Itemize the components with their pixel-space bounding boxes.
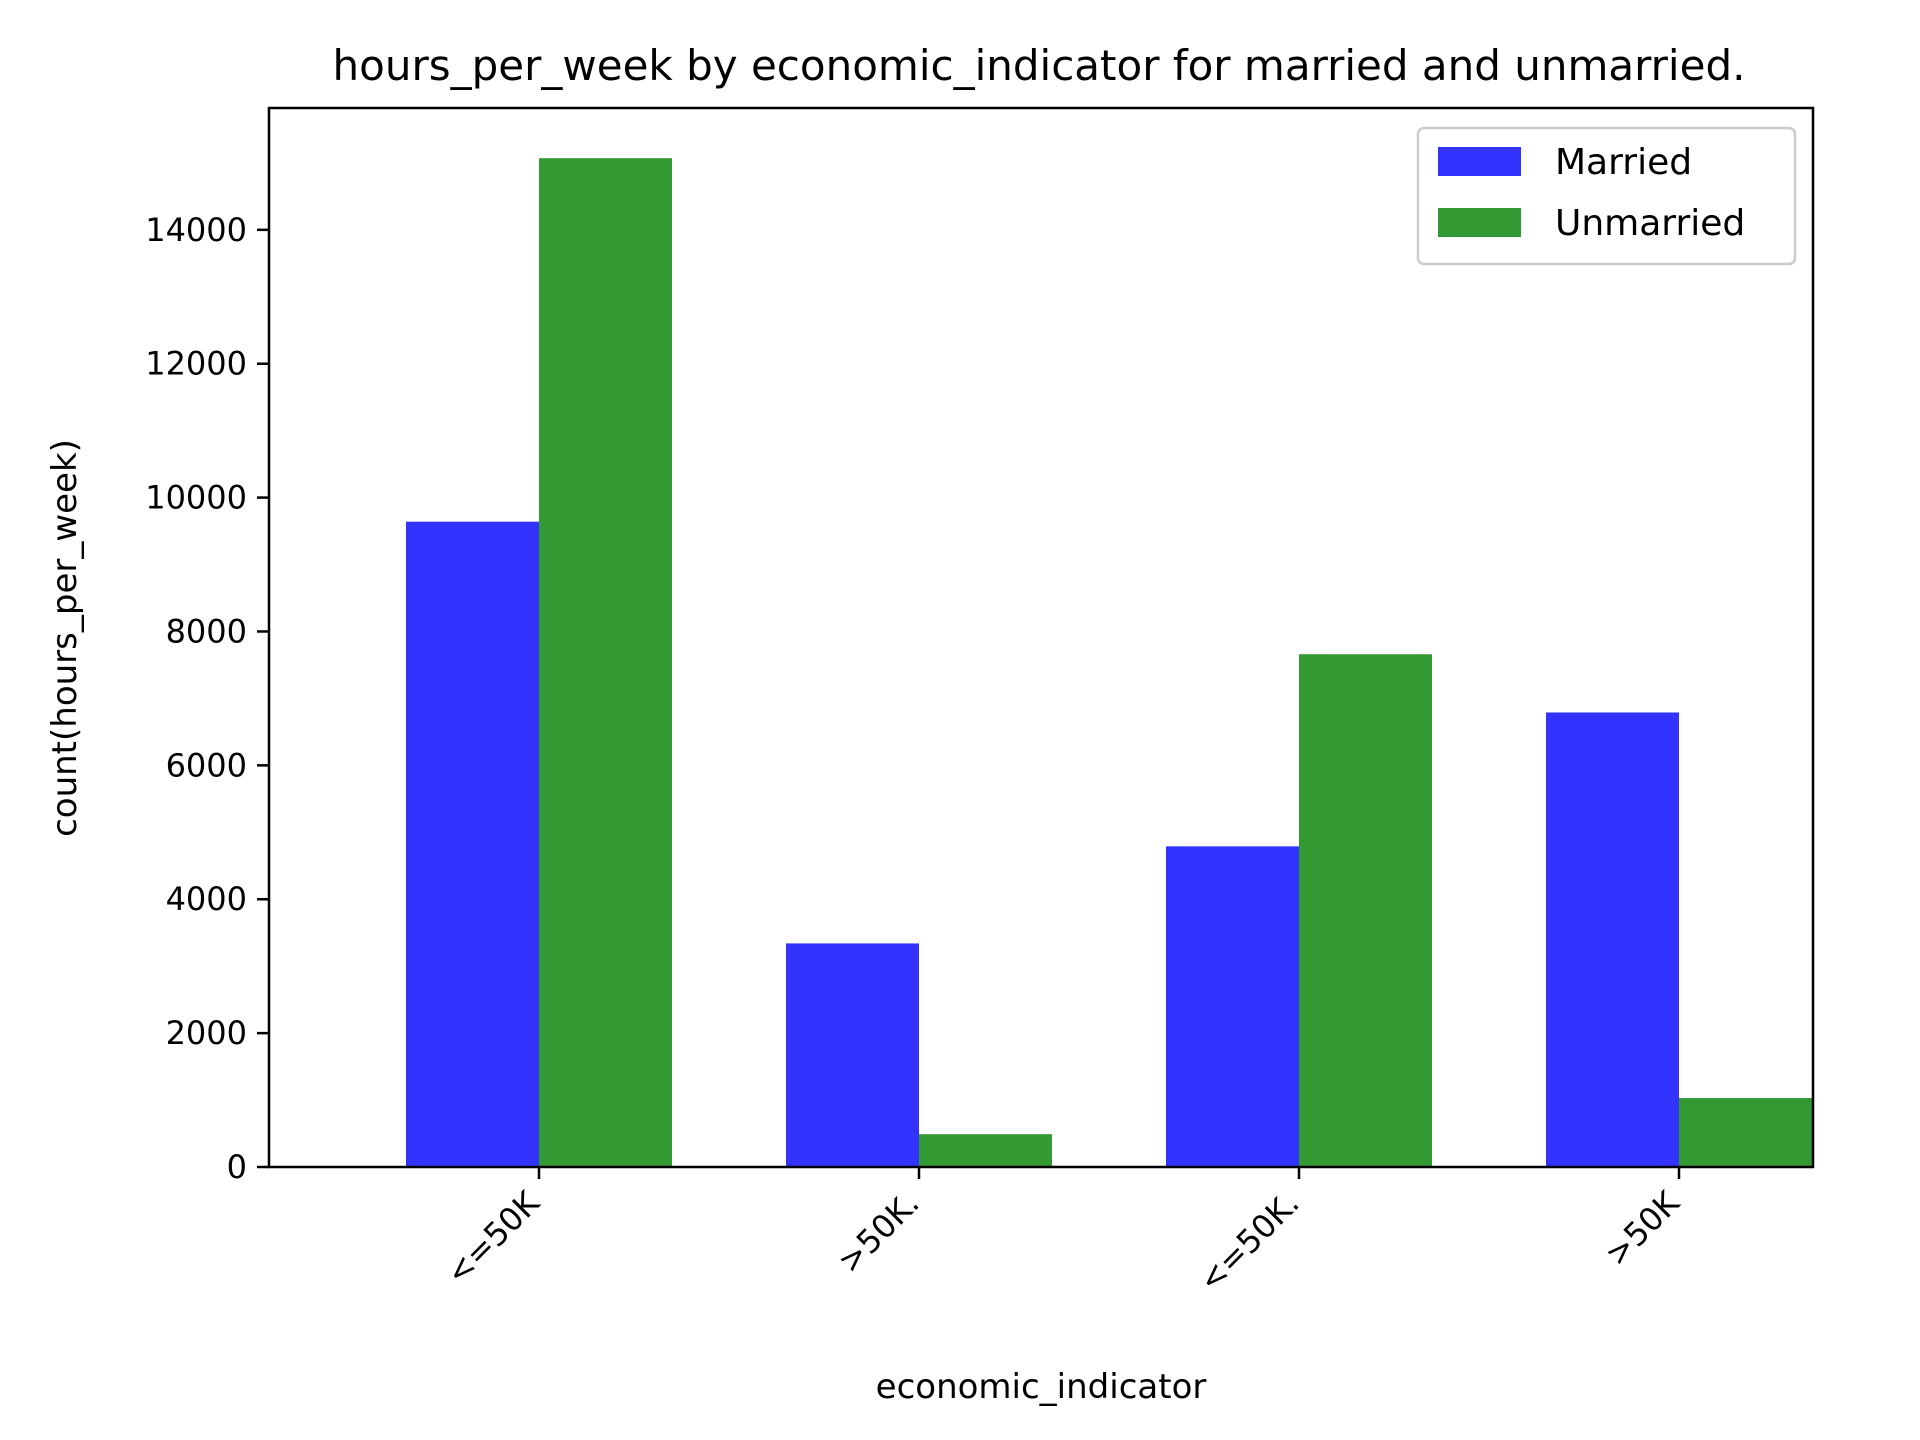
y-tick-label: 8000 <box>166 612 247 650</box>
legend-label-married: Married <box>1555 142 1692 183</box>
y-tick-label: 2000 <box>166 1014 247 1052</box>
bar-married-3 <box>1546 712 1679 1167</box>
bar-married-1 <box>786 943 919 1167</box>
y-tick-label: 4000 <box>166 880 247 918</box>
x-tick-label: >50K. <box>830 1184 927 1281</box>
y-tick-label: 10000 <box>145 479 247 517</box>
bar-unmarried-1 <box>919 1134 1052 1167</box>
legend-label-unmarried: Unmarried <box>1555 203 1745 244</box>
legend-swatch-married <box>1438 147 1521 176</box>
plot-frame <box>267 106 1815 1169</box>
y-axis: 0 2000 4000 6000 8000 10000 12000 14000 <box>145 211 269 1186</box>
x-tick-label: <=50K <box>438 1183 547 1292</box>
bar-married-2 <box>1166 846 1299 1167</box>
bar-married-0 <box>406 521 539 1167</box>
y-tick-label: 6000 <box>166 746 247 784</box>
bars <box>406 158 1812 1167</box>
chart-title: hours_per_week by economic_indicator for… <box>333 41 1746 90</box>
bar-unmarried-0 <box>539 158 672 1167</box>
x-tick-label: <=50K. <box>1191 1184 1307 1300</box>
y-tick-label: 0 <box>227 1148 247 1186</box>
x-tick-label: >50K <box>1597 1183 1687 1273</box>
y-axis-label: count(hours_per_week) <box>45 439 85 837</box>
x-axis: <=50K >50K. <=50K. >50K <box>438 1167 1687 1299</box>
y-tick-label: 14000 <box>145 211 247 249</box>
x-axis-label: economic_indicator <box>876 1367 1207 1407</box>
y-tick-label: 12000 <box>145 345 247 383</box>
legend-swatch-unmarried <box>1438 208 1521 237</box>
bar-unmarried-2 <box>1299 654 1432 1167</box>
legend: Married Unmarried <box>1416 126 1797 266</box>
bar-unmarried-3 <box>1679 1098 1812 1167</box>
